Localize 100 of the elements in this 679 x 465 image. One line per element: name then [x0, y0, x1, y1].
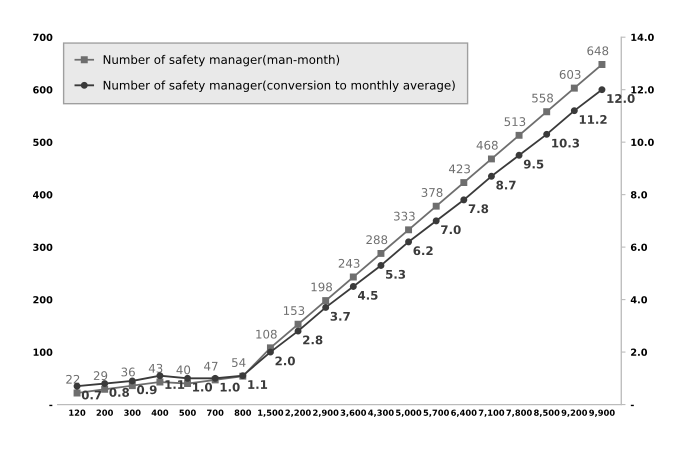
data-label: 0.7: [82, 390, 102, 400]
data-label: 22: [66, 374, 80, 384]
point: [156, 378, 164, 386]
data-label: 198: [312, 282, 332, 292]
point: [322, 304, 330, 311]
x-tick-label: 9,200: [562, 410, 588, 417]
data-label: 7.8: [468, 204, 488, 214]
point: [598, 86, 606, 94]
y-tick-label: 700: [33, 34, 52, 42]
data-label: 8.7: [496, 180, 516, 190]
data-label: 153: [284, 306, 304, 316]
data-label: 2.8: [303, 335, 322, 344]
data-label: 6.2: [413, 246, 433, 256]
y-tick-label: 500: [33, 138, 52, 146]
x-tick-label: 7,100: [478, 410, 504, 417]
data-label: 11.2: [580, 115, 607, 124]
point: [266, 348, 274, 356]
point: [598, 61, 606, 68]
point: [350, 274, 357, 280]
data-label: 513: [504, 117, 526, 126]
data-label: 378: [422, 188, 442, 197]
point: [184, 374, 192, 382]
point: [432, 217, 440, 224]
data-label: 47: [204, 362, 218, 370]
y2-tick-label: 2.0: [631, 348, 648, 356]
data-label: 54: [232, 358, 246, 367]
y2-tick-label: 12.0: [631, 86, 654, 94]
point: [128, 377, 136, 384]
data-label: 288: [366, 235, 388, 244]
y2-tick-label: 4.0: [630, 296, 648, 304]
x-tick-label: 1,500: [258, 410, 284, 417]
point: [543, 108, 550, 116]
point: [432, 202, 440, 210]
x-tick-label: 5,000: [396, 410, 422, 417]
y-tick-label: -: [49, 404, 52, 406]
data-label: 108: [256, 330, 277, 339]
data-label: 243: [338, 258, 360, 268]
x-tick-label: 8,500: [534, 410, 560, 417]
x-tick-label: 200: [96, 410, 113, 416]
data-label: 4.5: [358, 291, 378, 300]
data-label: 29: [94, 371, 108, 380]
y-tick-label: 100: [34, 348, 52, 356]
x-tick-label: 5,700: [424, 410, 449, 417]
data-label: 40: [176, 365, 190, 374]
point: [543, 130, 550, 138]
point: [405, 238, 412, 246]
point: [101, 386, 108, 393]
x-tick-label: 2,900: [313, 410, 338, 417]
data-label: 333: [394, 212, 415, 221]
data-label: 468: [476, 140, 498, 150]
data-label: 1.0: [193, 382, 212, 392]
data-label: 603: [560, 70, 580, 79]
x-tick-label: 3,600: [340, 410, 366, 417]
data-label: 5.3: [386, 270, 406, 279]
point: [460, 179, 468, 186]
x-tick-label: 9,900: [589, 410, 615, 417]
data-label: 9.5: [524, 160, 544, 169]
point: [322, 297, 330, 304]
y2-tick-label: 6.0: [630, 244, 648, 251]
data-label: 10.3: [552, 138, 580, 148]
y2-tick-label: 10.0: [631, 138, 654, 146]
x-tick-label: 120: [69, 410, 86, 416]
y-tick-label: 400: [33, 191, 52, 198]
data-label: 1.0: [220, 382, 240, 392]
point: [488, 172, 495, 180]
point: [294, 328, 302, 335]
x-tick-label: 700: [207, 410, 224, 416]
data-label: 423: [448, 164, 470, 174]
y-tick-label: 600: [33, 86, 52, 94]
point: [350, 283, 357, 290]
x-tick-label: 800: [234, 410, 252, 416]
point: [570, 107, 578, 114]
legend-label: Number of safety manager(conversion to monthly average): [104, 80, 455, 92]
data-label: 558: [532, 94, 553, 102]
point: [74, 390, 81, 396]
x-tick-label: 6,400: [451, 410, 477, 417]
data-label: 1.1: [248, 380, 268, 389]
y2-tick-label: 14.0: [631, 34, 654, 42]
data-label: 7.0: [441, 225, 461, 234]
data-label: 0.9: [137, 385, 157, 394]
data-label: 0.8: [109, 388, 130, 397]
x-tick-label: 300: [124, 410, 141, 416]
point: [516, 152, 523, 159]
data-label: 3.7: [330, 312, 350, 321]
point: [460, 196, 468, 204]
x-tick-label: 2,200: [286, 410, 311, 417]
y2-tick-label: -: [630, 404, 634, 406]
x-tick-label: 400: [152, 410, 168, 416]
point: [488, 155, 495, 162]
y-tick-label: 200: [33, 296, 52, 304]
x-tick-label: 4,300: [368, 410, 394, 417]
point: [184, 380, 192, 388]
data-label: 12.0: [607, 94, 635, 103]
point: [377, 250, 384, 257]
y2-tick-label: 8.0: [630, 191, 648, 198]
point: [377, 262, 384, 269]
x-tick-label: 7,800: [506, 410, 532, 417]
data-label: 2.0: [276, 356, 295, 366]
y-tick-label: 300: [33, 244, 52, 251]
point: [294, 320, 302, 328]
